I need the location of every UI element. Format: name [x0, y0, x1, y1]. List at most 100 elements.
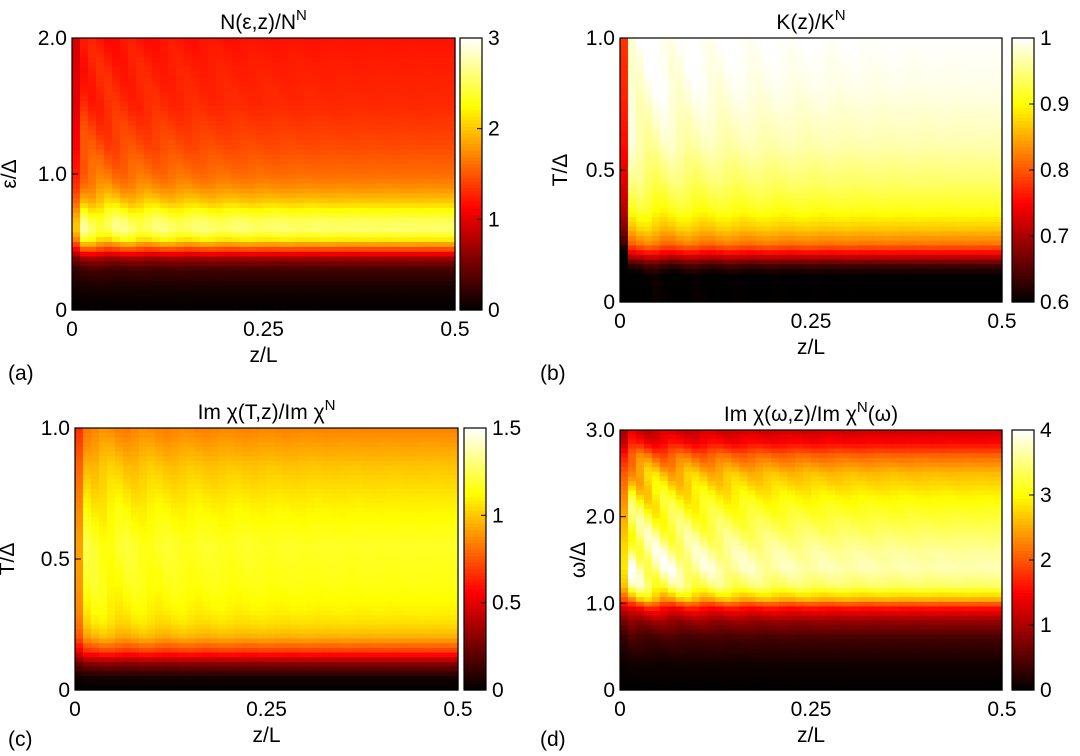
heatmap-cell	[627, 170, 637, 176]
heatmap-cell	[858, 80, 868, 86]
heatmap-cell	[930, 212, 939, 218]
heatmap-cell	[279, 300, 289, 306]
heatmap-cell	[675, 151, 685, 157]
heatmap-cell	[111, 42, 121, 49]
heatmap-cell	[651, 85, 661, 91]
heatmap-cell	[914, 221, 924, 228]
heatmap-cell	[391, 67, 400, 73]
heatmap-cell	[79, 183, 89, 190]
heatmap-cell	[755, 226, 764, 232]
heatmap-cell	[651, 71, 661, 77]
heatmap-cell	[271, 188, 281, 195]
heatmap-cell	[79, 178, 89, 185]
heatmap-cell	[914, 52, 924, 58]
heatmap-cell	[779, 174, 788, 181]
heatmap-cell	[279, 276, 289, 282]
heatmap-cell	[882, 203, 892, 209]
heatmap-cell	[890, 170, 900, 176]
heatmap-cell	[431, 178, 440, 185]
heatmap-cell	[143, 183, 153, 190]
heatmap-cell	[771, 47, 780, 53]
heatmap-cell	[263, 305, 273, 311]
heatmap-cell	[159, 72, 169, 78]
heatmap-cell	[239, 232, 249, 238]
heatmap-cell	[643, 47, 653, 53]
heatmap-cell	[215, 169, 225, 175]
heatmap-cell	[922, 165, 931, 171]
heatmap-cell	[715, 85, 725, 91]
heatmap-cell	[723, 184, 733, 190]
heatmap-cell	[223, 81, 233, 88]
heatmap-cell	[423, 140, 432, 146]
heatmap-cell	[922, 66, 931, 72]
heatmap-cell	[978, 56, 987, 63]
heatmap-cell	[986, 85, 995, 91]
heatmap-cell	[978, 217, 987, 223]
heatmap-cell	[271, 256, 281, 263]
heatmap-cell	[303, 110, 312, 117]
heatmap-cell	[287, 271, 297, 277]
heatmap-cell	[287, 42, 297, 49]
heatmap-cell	[962, 155, 971, 162]
heatmap-cell	[175, 72, 185, 78]
heatmap-cell	[103, 101, 113, 107]
heatmap-cell	[787, 141, 796, 148]
heatmap-cell	[683, 61, 693, 67]
colorbar-swatch	[460, 99, 482, 104]
heatmap-cell	[351, 261, 360, 267]
heatmap-cell	[447, 106, 456, 112]
colorbar-swatch	[460, 276, 482, 280]
colorbar-swatch	[460, 129, 482, 134]
heatmap-cell	[954, 193, 963, 199]
heatmap-cell	[191, 130, 201, 136]
heatmap-cell	[439, 67, 448, 73]
heatmap-cell	[707, 141, 717, 148]
heatmap-cell	[938, 155, 947, 162]
heatmap-cell	[715, 108, 725, 115]
heatmap-cell	[651, 231, 661, 237]
heatmap-cell	[994, 113, 1003, 119]
heatmap-cell	[111, 159, 121, 165]
heatmap-cell	[295, 178, 304, 185]
heatmap-cell	[715, 141, 725, 148]
heatmap-cell	[167, 101, 177, 107]
heatmap-cell	[271, 178, 281, 185]
heatmap-cell	[367, 261, 376, 267]
heatmap-cell	[882, 127, 892, 133]
heatmap-cell	[247, 178, 257, 185]
heatmap-cell	[231, 280, 241, 287]
colorbar-swatch	[460, 102, 482, 107]
heatmap-cell	[431, 232, 440, 238]
heatmap-cell	[215, 140, 225, 146]
heatmap-cell	[127, 198, 137, 204]
heatmap-cell	[207, 144, 217, 151]
heatmap-cell	[994, 66, 1003, 72]
heatmap-cell	[627, 146, 637, 152]
heatmap-cell	[818, 47, 828, 53]
heatmap-cell	[303, 125, 312, 131]
heatmap-cell	[930, 113, 939, 119]
heatmap-cell	[818, 146, 828, 152]
heatmap-cell	[439, 212, 448, 219]
heatmap-cell	[191, 91, 201, 97]
heatmap-cell	[95, 130, 105, 136]
heatmap-cell	[675, 75, 685, 82]
heatmap-cell	[247, 52, 257, 59]
heatmap-cell	[447, 86, 456, 93]
heatmap-cell	[771, 221, 780, 228]
heatmap-cell	[627, 61, 637, 67]
heatmap-cell	[407, 212, 416, 219]
heatmap-cell	[818, 94, 828, 100]
heatmap-cell	[303, 47, 312, 54]
heatmap-cell	[423, 271, 432, 277]
heatmap-cell	[667, 137, 677, 143]
heatmap-cell	[707, 132, 717, 138]
heatmap-cell	[103, 305, 113, 311]
heatmap-cell	[423, 295, 432, 301]
heatmap-cell	[930, 47, 939, 53]
heatmap-cell	[946, 89, 955, 96]
heatmap-cell	[247, 227, 257, 233]
heatmap-cell	[691, 250, 701, 256]
heatmap-cell	[970, 155, 979, 162]
heatmap-cell	[111, 290, 121, 297]
